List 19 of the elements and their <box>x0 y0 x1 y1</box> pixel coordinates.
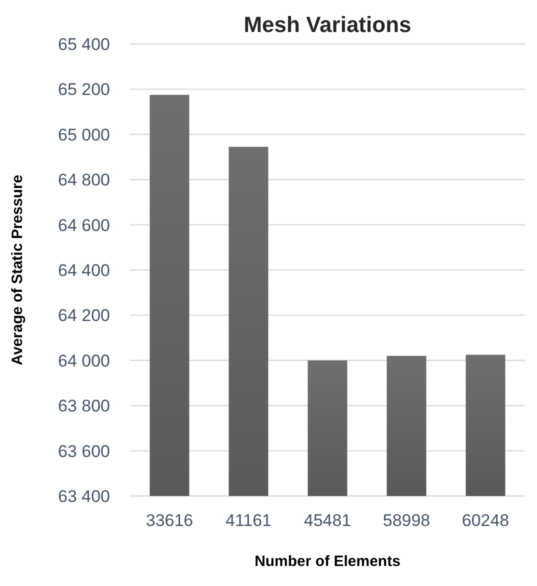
x-tick-label: 60248 <box>462 511 510 530</box>
x-tick-label: 58998 <box>382 511 430 530</box>
y-axis-title: Average of Static Pressure <box>9 174 26 366</box>
y-tick-label: 64 600 <box>58 216 110 235</box>
chart-title: Mesh Variations <box>244 12 412 37</box>
y-tick-label: 64 800 <box>58 170 110 190</box>
y-tick-label: 63 600 <box>58 442 110 461</box>
y-tick-label: 64 200 <box>58 306 110 326</box>
y-tick-label: 64 000 <box>58 351 110 370</box>
y-tick-label: 64 400 <box>58 260 110 280</box>
x-tick-label: 41161 <box>225 511 272 530</box>
x-axis-title: Number of Elements <box>254 553 400 570</box>
x-tick-label: 33616 <box>146 511 194 530</box>
y-tick-label: 65 200 <box>58 80 110 100</box>
y-tick-label: 63 400 <box>58 486 110 506</box>
y-tick-label: 65 400 <box>58 34 110 54</box>
y-tick-label: 65 000 <box>58 125 110 144</box>
x-tick-label: 45481 <box>304 511 352 530</box>
y-tick-label: 63 800 <box>58 396 110 416</box>
